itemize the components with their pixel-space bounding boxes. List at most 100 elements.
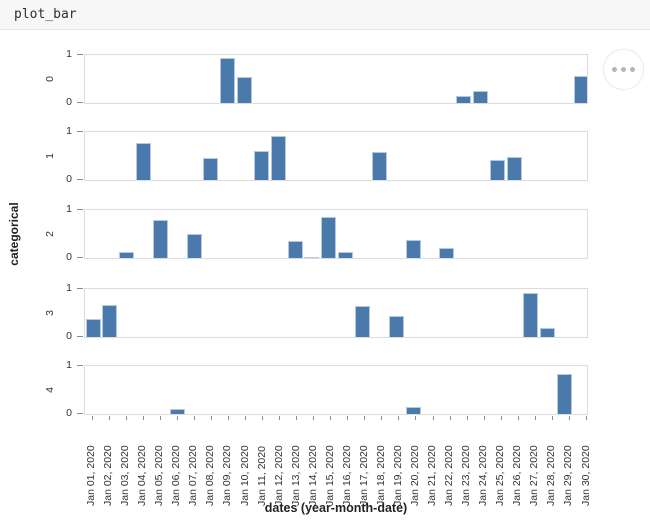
- x-tick-mark: [125, 415, 127, 420]
- x-tick-mark: [210, 415, 212, 420]
- y-tick-mark: [77, 257, 83, 258]
- x-tick-label: Jan 02, 2020: [102, 445, 114, 506]
- y-tick-mark: [77, 102, 83, 103]
- x-tick-mark: [398, 415, 400, 420]
- bar: [270, 135, 286, 180]
- bar: [237, 76, 253, 103]
- y-axis-title: categorical: [7, 202, 21, 266]
- x-tick-label: Jan 20, 2020: [408, 445, 421, 506]
- bar: [354, 305, 370, 337]
- bar: [540, 327, 556, 337]
- x-tick-label: Jan 28, 2020: [545, 445, 558, 506]
- x-tick-mark: [91, 415, 93, 420]
- x-tick-label: Jan 23, 2020: [460, 445, 473, 506]
- x-tick-label: Jan 26, 2020: [511, 445, 524, 506]
- bar: [439, 247, 455, 258]
- x-tick-label: Jan 19, 2020: [391, 445, 404, 506]
- x-tick-mark: [517, 415, 519, 420]
- bar: [85, 318, 101, 337]
- y-tick-mark: [77, 53, 83, 55]
- x-tick-label: Jan 25, 2020: [494, 445, 507, 506]
- bar: [253, 150, 269, 180]
- subplot-frame-4: [84, 364, 588, 415]
- x-tick-mark: [364, 415, 366, 420]
- y-tick-mark: [77, 287, 83, 289]
- x-tick-label: Jan 18, 2020: [374, 445, 387, 506]
- x-tick-mark: [381, 415, 383, 420]
- x-axis-title: dates (year-month-date): [264, 501, 408, 515]
- bar: [119, 251, 135, 258]
- facet-label-3: 3: [44, 309, 56, 316]
- bar: [203, 157, 219, 180]
- bar: [304, 256, 320, 258]
- x-tick-label: Jan 01, 2020: [85, 445, 97, 506]
- x-tick-mark: [347, 415, 349, 420]
- bar: [321, 216, 337, 258]
- x-tick-mark: [142, 415, 144, 420]
- bar: [489, 159, 505, 180]
- bar: [405, 239, 421, 258]
- x-tick-mark: [483, 415, 485, 420]
- x-tick-label: Jan 14, 2020: [306, 445, 319, 506]
- x-tick-label: Jan 09, 2020: [221, 445, 234, 506]
- x-tick-mark: [449, 415, 451, 420]
- ellipsis-icon: [630, 67, 635, 72]
- y-tick-label: 1: [66, 202, 72, 215]
- x-tick-mark: [500, 415, 502, 420]
- x-tick-mark: [159, 415, 161, 420]
- x-tick-label: Jan 30, 2020: [579, 445, 592, 506]
- x-tick-mark: [330, 415, 332, 420]
- subplot-frame-3: [84, 287, 588, 338]
- x-tick-mark: [245, 415, 246, 420]
- x-tick-label: Jan 05, 2020: [153, 445, 166, 506]
- bar: [186, 233, 202, 258]
- y-tick-label: 0: [66, 173, 72, 185]
- bar: [506, 156, 522, 180]
- bar: [136, 142, 151, 180]
- bar: [573, 75, 587, 103]
- x-tick-mark: [466, 415, 468, 420]
- y-tick-mark: [77, 208, 83, 210]
- bar: [287, 240, 303, 258]
- y-tick-label: 0: [66, 96, 72, 108]
- x-tick-label: Jan 12, 2020: [272, 445, 285, 506]
- facet-label-1: 1: [44, 152, 56, 159]
- x-tick-label: Jan 27, 2020: [528, 445, 541, 506]
- bar: [405, 406, 421, 414]
- x-tick-mark: [415, 415, 417, 420]
- bar: [472, 90, 488, 103]
- x-tick-mark: [551, 415, 553, 420]
- y-tick-mark: [77, 336, 83, 337]
- header-bar: plot_bar: [0, 0, 650, 30]
- more-options-button[interactable]: [603, 49, 644, 90]
- x-tick-mark: [432, 415, 434, 420]
- x-tick-label: Jan 13, 2020: [289, 445, 302, 506]
- y-tick-mark: [77, 130, 83, 132]
- y-tick-label: 1: [66, 124, 72, 137]
- y-tick-mark: [77, 364, 83, 366]
- bar: [102, 304, 118, 337]
- facet-label-4: 4: [44, 386, 56, 393]
- x-tick-label: Jan 04, 2020: [136, 445, 149, 506]
- x-tick-label: Jan 21, 2020: [426, 445, 438, 506]
- x-tick-mark: [568, 415, 570, 420]
- x-tick-mark: [193, 415, 195, 420]
- x-tick-label: Jan 03, 2020: [119, 445, 132, 506]
- bar: [456, 95, 471, 103]
- y-tick-label: 0: [66, 251, 72, 263]
- x-tick-mark: [296, 415, 298, 420]
- x-tick-mark: [176, 415, 178, 420]
- ellipsis-icon: [612, 67, 617, 72]
- subplot-frame-2: [84, 208, 588, 259]
- x-tick-label: Jan 10, 2020: [238, 445, 251, 506]
- y-tick-mark: [77, 179, 83, 180]
- x-tick-label: Jan 29, 2020: [562, 445, 575, 506]
- x-tick-label: Jan 17, 2020: [357, 445, 370, 506]
- y-tick-label: 1: [66, 281, 72, 294]
- x-tick-mark: [586, 415, 587, 420]
- page-title: plot_bar: [14, 7, 77, 22]
- x-tick-label: Jan 06, 2020: [170, 445, 183, 506]
- ellipsis-icon: [621, 67, 626, 72]
- y-tick-label: 1: [66, 358, 72, 371]
- y-tick-label: 0: [66, 330, 72, 342]
